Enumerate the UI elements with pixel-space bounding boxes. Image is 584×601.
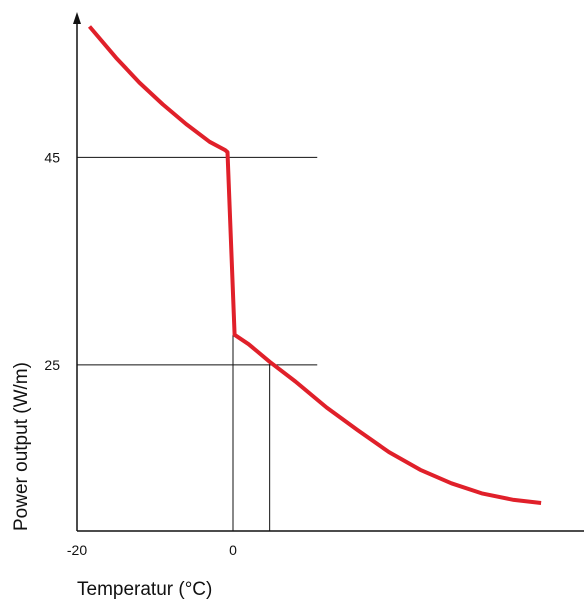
- axes: [73, 12, 584, 532]
- series-layer: [87, 25, 542, 505]
- y-axis-arrow-icon: [73, 12, 81, 24]
- tick-labels: -20 0 25 45: [44, 149, 237, 558]
- x-tick-label-0: -20: [67, 542, 87, 558]
- series-line-0: [87, 25, 542, 505]
- reference-lines: [77, 156, 318, 531]
- y-axis-label: Power output (W/m): [11, 362, 32, 531]
- x-axis-label: Temperatur (°C): [77, 579, 212, 600]
- x-tick-label-1: 0: [229, 542, 237, 558]
- y-tick-label-1: 45: [44, 149, 60, 165]
- y-tick-label-0: 25: [44, 357, 60, 373]
